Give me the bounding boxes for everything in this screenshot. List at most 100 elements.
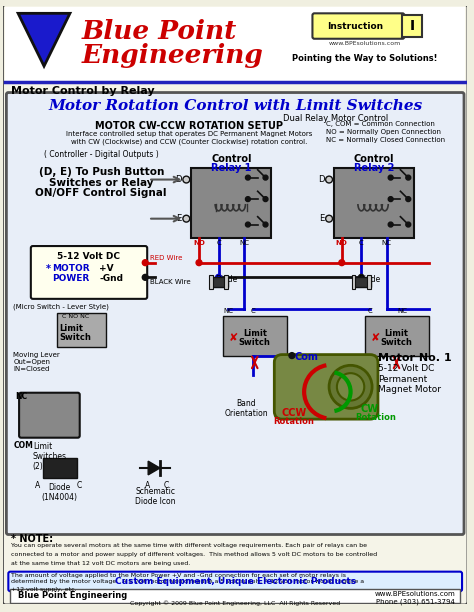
Polygon shape: [148, 461, 160, 475]
Text: Relay 1: Relay 1: [211, 163, 252, 173]
Text: NC: NC: [223, 307, 233, 313]
Text: determined by the motor voltage.  A 5 volt motor would require a 5 volt supply. : determined by the motor voltage. A 5 vol…: [11, 578, 365, 583]
FancyBboxPatch shape: [2, 4, 468, 605]
Text: C: C: [77, 481, 82, 490]
Circle shape: [263, 175, 268, 180]
Text: Rotation: Rotation: [273, 417, 314, 426]
Text: ( Controller - Digital Outputs ): ( Controller - Digital Outputs ): [44, 150, 159, 159]
Text: The amount of voltage applied to the Motor Power +V and -Gnd connection for each: The amount of voltage applied to the Mot…: [11, 573, 346, 578]
Text: Limit
Switches
(2): Limit Switches (2): [33, 442, 67, 471]
Text: Control: Control: [211, 154, 252, 164]
Bar: [191, 168, 272, 238]
Text: +V: +V: [99, 264, 114, 273]
Text: Pointing the Way to Solutions!: Pointing the Way to Solutions!: [292, 54, 438, 64]
Bar: [367, 275, 371, 289]
Text: -Gnd: -Gnd: [99, 274, 123, 283]
Text: Limit: Limit: [384, 329, 409, 338]
Text: D: D: [318, 175, 324, 184]
Text: NC = Normally Closed Connection: NC = Normally Closed Connection: [326, 136, 445, 143]
Bar: [354, 277, 371, 287]
Circle shape: [406, 196, 410, 201]
Circle shape: [326, 215, 332, 222]
Text: C, COM = Common Connection: C, COM = Common Connection: [326, 121, 435, 127]
Circle shape: [263, 196, 268, 201]
Text: C: C: [216, 240, 221, 246]
Circle shape: [289, 353, 295, 359]
Text: ✘: ✘: [370, 333, 380, 343]
Text: Com: Com: [295, 352, 319, 362]
Text: NO: NO: [336, 240, 348, 246]
Text: Blue Point Engineering: Blue Point Engineering: [18, 591, 128, 600]
Bar: [365, 316, 429, 356]
Text: C: C: [359, 240, 364, 246]
Text: Blue Point: Blue Point: [82, 19, 237, 44]
Polygon shape: [18, 13, 70, 66]
Text: Copyright © 2009 Blue Point Engineering, LLC  All Rights Reserved: Copyright © 2009 Blue Point Engineering,…: [130, 600, 340, 606]
Text: Instruction: Instruction: [328, 21, 383, 31]
Text: NO: NO: [193, 240, 205, 246]
Text: ON/OFF Control Signal: ON/OFF Control Signal: [36, 188, 167, 198]
Text: Relay 2: Relay 2: [354, 163, 394, 173]
Text: Custom Equipment, Unique Electronic Products: Custom Equipment, Unique Electronic Prod…: [115, 577, 356, 586]
Bar: [223, 316, 287, 356]
Text: Dual Relay Motor Control: Dual Relay Motor Control: [283, 114, 389, 123]
Text: Control: Control: [354, 154, 394, 164]
FancyBboxPatch shape: [9, 572, 462, 591]
Text: 5-12 Volt DC: 5-12 Volt DC: [378, 364, 434, 373]
Text: NC: NC: [15, 392, 27, 401]
Text: A: A: [145, 481, 150, 490]
Text: Permanent: Permanent: [378, 375, 427, 384]
Bar: [402, 15, 422, 37]
FancyBboxPatch shape: [31, 246, 147, 299]
Text: Switch: Switch: [381, 338, 412, 347]
Text: Rotation: Rotation: [356, 413, 396, 422]
Text: Switch: Switch: [239, 338, 271, 347]
Circle shape: [183, 215, 190, 222]
Circle shape: [339, 259, 345, 266]
Circle shape: [388, 222, 393, 227]
Text: (D, E) To Push Button: (D, E) To Push Button: [38, 167, 164, 177]
Circle shape: [406, 175, 410, 180]
Text: Phone (303) 651-3794: Phone (303) 651-3794: [376, 598, 455, 605]
Circle shape: [246, 196, 250, 201]
Text: with CW (Clockwise) and CCW (Counter Clockwise) rotation control.: with CW (Clockwise) and CCW (Counter Clo…: [71, 138, 308, 145]
Circle shape: [246, 222, 250, 227]
Text: MOTOR: MOTOR: [52, 264, 90, 273]
Circle shape: [358, 274, 364, 280]
Bar: [10, 589, 460, 603]
Circle shape: [142, 274, 148, 280]
Circle shape: [388, 196, 393, 201]
Text: Diode: Diode: [358, 275, 380, 285]
Bar: [5, 7, 465, 81]
Text: ✘: ✘: [228, 333, 238, 343]
Text: Switches or Relay: Switches or Relay: [49, 177, 154, 188]
Circle shape: [406, 222, 410, 227]
Text: C NO NC: C NO NC: [62, 315, 90, 319]
Text: MOTOR CW-CCW ROTATION SETUP: MOTOR CW-CCW ROTATION SETUP: [95, 121, 283, 131]
Circle shape: [329, 365, 372, 408]
Text: CW: CW: [360, 405, 378, 414]
Text: Diode: Diode: [215, 275, 237, 285]
Text: NC: NC: [239, 240, 249, 246]
Text: www.BPEsolutions.com: www.BPEsolutions.com: [374, 591, 455, 597]
Text: C: C: [164, 481, 169, 490]
Circle shape: [388, 175, 393, 180]
Bar: [352, 275, 356, 289]
Circle shape: [216, 274, 221, 280]
Text: Interface controlled setup that operates DC Permanent Magnet Motors: Interface controlled setup that operates…: [66, 131, 312, 136]
Text: D: D: [175, 175, 182, 184]
Text: E: E: [319, 214, 324, 223]
FancyBboxPatch shape: [274, 354, 378, 419]
Circle shape: [246, 175, 250, 180]
Text: Limit: Limit: [59, 324, 83, 334]
Text: www.BPEsolutions.com: www.BPEsolutions.com: [329, 41, 401, 46]
FancyBboxPatch shape: [19, 393, 80, 438]
Text: BLACK Wire: BLACK Wire: [150, 279, 191, 285]
Text: Moving Lever
Out=Open
IN=Closed: Moving Lever Out=Open IN=Closed: [13, 352, 60, 371]
Bar: [43, 458, 77, 478]
Text: C: C: [250, 307, 255, 313]
Text: Limit: Limit: [243, 329, 267, 338]
Circle shape: [183, 176, 190, 183]
Text: COM: COM: [13, 441, 33, 450]
Text: 5-12 Volt DC: 5-12 Volt DC: [57, 252, 120, 261]
